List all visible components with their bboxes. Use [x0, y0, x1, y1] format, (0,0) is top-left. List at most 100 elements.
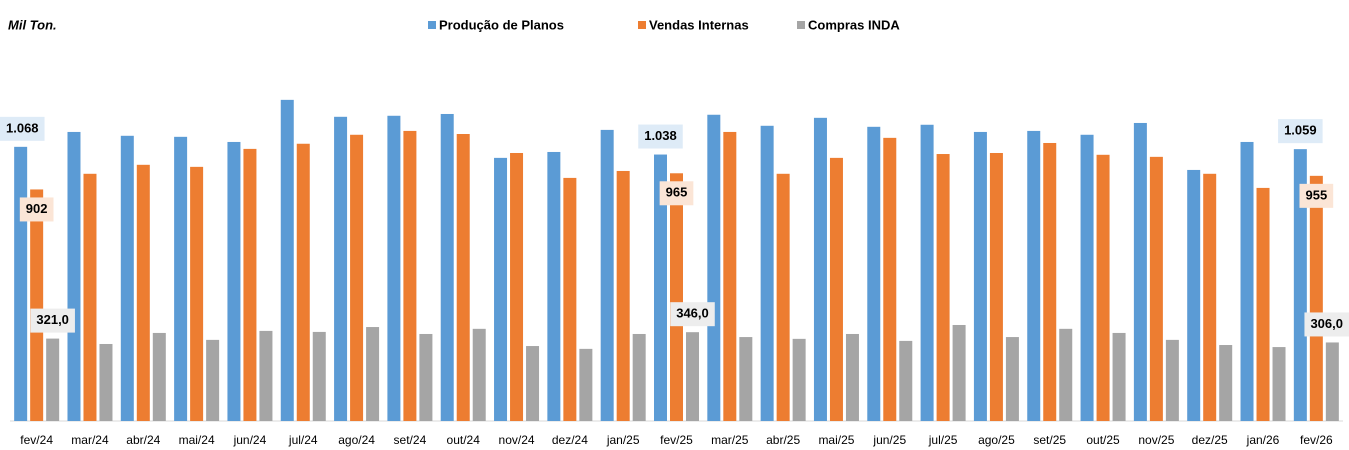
bar — [1027, 131, 1040, 421]
data-label-text: 306,0 — [1310, 316, 1343, 331]
bar — [1257, 188, 1270, 421]
bar — [1134, 123, 1147, 421]
bar — [707, 115, 720, 421]
x-tick-label: mai/25 — [818, 433, 854, 447]
bar — [670, 173, 683, 421]
bar — [990, 153, 1003, 421]
bar — [633, 334, 646, 421]
bar — [350, 135, 363, 421]
x-tick-label: ago/25 — [978, 433, 1015, 447]
bar — [83, 174, 96, 421]
x-tick-label: nov/24 — [499, 433, 535, 447]
bar — [953, 325, 966, 421]
bar — [121, 136, 134, 421]
bar — [1241, 142, 1254, 421]
x-tick-label: dez/25 — [1192, 433, 1228, 447]
x-tick-label: jun/24 — [233, 433, 267, 447]
x-tick-label: dez/24 — [552, 433, 588, 447]
bar — [579, 349, 592, 421]
bar — [1187, 170, 1200, 421]
bar — [617, 171, 630, 421]
bar — [883, 138, 896, 421]
x-tick-label: fev/26 — [1300, 433, 1333, 447]
legend-swatch — [428, 21, 436, 29]
bar — [601, 130, 614, 421]
bar — [494, 158, 507, 421]
x-tick-label: jul/24 — [288, 433, 318, 447]
bar — [830, 158, 843, 421]
legend: Produção de Planos Vendas Internas Compras… — [428, 17, 900, 32]
bar — [899, 341, 912, 421]
bar — [761, 126, 774, 421]
bar — [1166, 340, 1179, 421]
data-label-text: 902 — [26, 201, 48, 216]
data-label-text: 1.068 — [6, 120, 39, 135]
bar — [846, 334, 859, 421]
legend-swatch — [638, 21, 646, 29]
data-label-text: 346,0 — [676, 306, 709, 321]
x-tick-label: ago/24 — [338, 433, 375, 447]
bar — [281, 100, 294, 421]
bar — [814, 118, 827, 421]
bar — [30, 189, 43, 421]
bar — [723, 132, 736, 421]
bar — [1273, 347, 1286, 421]
data-label: 1.068 — [0, 117, 45, 141]
x-tick-label: jun/25 — [872, 433, 906, 447]
bar — [1113, 333, 1126, 421]
x-tick-label: fev/25 — [660, 433, 693, 447]
bar — [313, 332, 326, 421]
data-label-text: 1.059 — [1284, 123, 1317, 138]
bar — [1006, 337, 1019, 421]
data-label: 321,0 — [30, 309, 75, 333]
data-label-text: 955 — [1305, 187, 1327, 202]
bar — [174, 137, 187, 421]
bar — [441, 114, 454, 421]
data-label-text: 1.038 — [644, 128, 677, 143]
data-label: 902 — [20, 197, 54, 221]
bar — [243, 149, 256, 421]
x-tick-label: out/24 — [447, 433, 481, 447]
bar — [99, 344, 112, 421]
bar — [867, 127, 880, 421]
bar — [937, 154, 950, 421]
data-label: 1.059 — [1278, 119, 1323, 143]
legend-label: Produção de Planos — [439, 17, 564, 32]
x-tick-label: abr/25 — [766, 433, 800, 447]
bar — [1219, 345, 1232, 421]
bar — [739, 337, 752, 421]
x-tick-label: mai/24 — [179, 433, 215, 447]
bar — [1203, 174, 1216, 421]
bar — [46, 339, 59, 421]
bar — [1326, 342, 1339, 421]
bar — [793, 339, 806, 421]
bar — [457, 134, 470, 421]
bar — [777, 174, 790, 421]
x-tick-label: nov/25 — [1138, 433, 1174, 447]
bar — [974, 132, 987, 421]
legend-label: Compras INDA — [808, 17, 900, 32]
bar — [227, 142, 240, 421]
x-tick-label: jul/25 — [928, 433, 958, 447]
bar — [153, 333, 166, 421]
bar — [297, 144, 310, 421]
x-tick-label: out/25 — [1086, 433, 1120, 447]
data-label: 965 — [660, 181, 694, 205]
bar — [419, 334, 432, 421]
x-tick-label: mar/24 — [71, 433, 109, 447]
bar — [547, 152, 560, 421]
bar — [686, 332, 699, 421]
legend-swatch — [797, 21, 805, 29]
bar — [403, 131, 416, 421]
x-tick-label: jan/26 — [1246, 433, 1280, 447]
bar — [334, 117, 347, 421]
x-tick-label: set/25 — [1033, 433, 1066, 447]
bar — [206, 340, 219, 421]
legend-label: Vendas Internas — [649, 17, 749, 32]
bar — [1310, 176, 1323, 421]
data-label: 306,0 — [1304, 312, 1349, 336]
x-tick-label: mar/25 — [711, 433, 749, 447]
data-label: 346,0 — [670, 302, 715, 326]
data-label: 1.038 — [638, 125, 683, 149]
x-tick-label: fev/24 — [20, 433, 53, 447]
